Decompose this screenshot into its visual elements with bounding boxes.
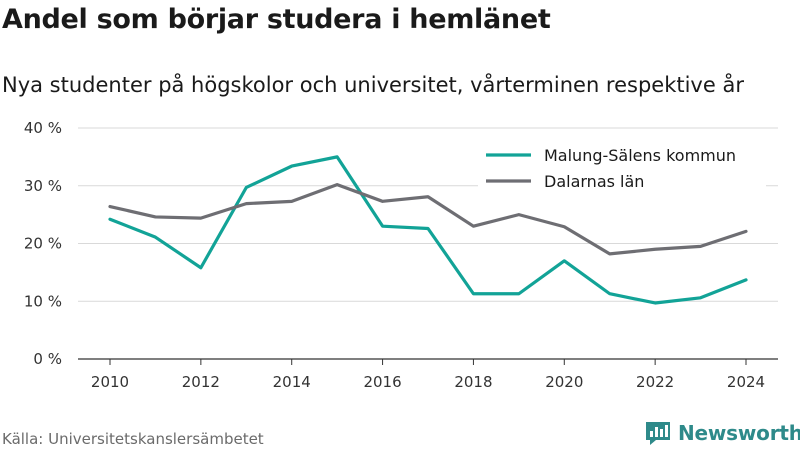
legend: Malung-Sälens kommun Dalarnas län	[478, 139, 766, 199]
x-tick-label: 2010	[91, 373, 129, 391]
legend-background	[478, 139, 766, 199]
x-tick-label: 2014	[273, 373, 311, 391]
brand-logo: Newsworthy	[644, 420, 800, 446]
chart-title: Andel som börjar studera i hemlänet	[2, 4, 551, 35]
y-tick-label: 10 %	[24, 292, 62, 310]
x-tick-label: 2012	[182, 373, 220, 391]
series-lines	[108, 155, 748, 305]
chart-subtitle: Nya studenter på högskolor och universit…	[2, 73, 744, 97]
series-line-1	[108, 182, 748, 256]
x-tick-label: 2020	[545, 373, 583, 391]
x-tick-label: 2016	[363, 373, 401, 391]
x-tick-label: 2024	[727, 373, 765, 391]
brand-name: Newsworthy	[678, 421, 800, 445]
source-note: Källa: Universitetskanslersämbetet	[2, 430, 264, 448]
legend-label: Malung-Sälens kommun	[544, 146, 736, 165]
line-chart: 0 % 10 % 20 % 30 % 40 % 2010 2012 2014 2016 2018 2…	[24, 119, 778, 391]
y-tick-label: 20 %	[24, 235, 62, 253]
legend-label: Dalarnas län	[544, 172, 644, 191]
y-tick-label: 0 %	[33, 350, 62, 368]
chart-bars-icon	[646, 422, 670, 445]
series-line-0	[108, 155, 748, 305]
x-tick-label: 2018	[454, 373, 492, 391]
y-tick-label: 40 %	[24, 119, 62, 137]
y-tick-label: 30 %	[24, 177, 62, 195]
x-tick-label: 2022	[636, 373, 674, 391]
axes: 0 % 10 % 20 % 30 % 40 % 2010 2012 2014 2016 2018 2…	[24, 119, 778, 391]
